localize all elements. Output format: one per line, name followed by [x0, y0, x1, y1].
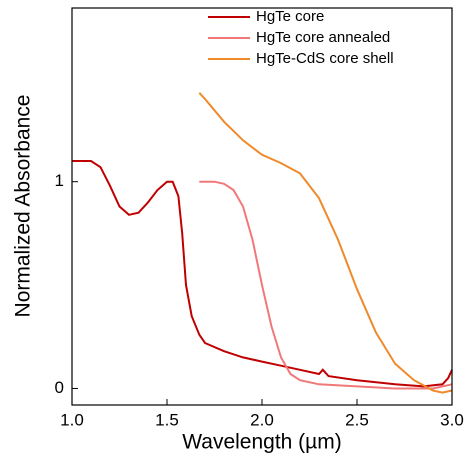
line-series: [199, 180, 453, 390]
plot-frame: [71, 7, 453, 406]
line-series: [198, 92, 453, 394]
legend-label: HgTe core annealed: [256, 29, 390, 46]
x-tick-label: 1.0: [60, 410, 84, 429]
x-tick-label: 3.0: [440, 410, 464, 429]
x-tick-label: 2.5: [345, 410, 369, 429]
y-axis-label: Normalized Absorbance: [12, 95, 35, 318]
legend-label: HgTe core: [256, 8, 324, 25]
legend-label: HgTe-CdS core shell: [256, 50, 394, 67]
x-tick-label: 2.0: [250, 410, 274, 429]
x-tick-label: 1.5: [155, 410, 179, 429]
x-axis-label: Wavelength (µm): [182, 431, 342, 454]
line-series: [72, 160, 453, 388]
y-tick-label: 0: [55, 378, 64, 397]
y-tick-label: 1: [55, 171, 64, 190]
